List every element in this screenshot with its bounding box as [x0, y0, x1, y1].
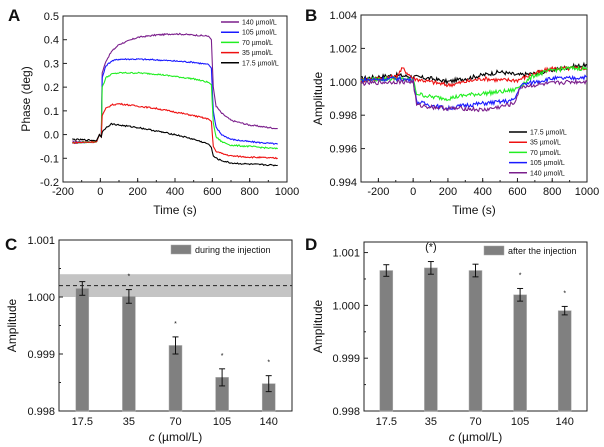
legend-label-D: after the injection: [508, 246, 577, 256]
y-tick-label-C: 0.998: [27, 406, 55, 418]
x-axis-label-D: c (µmol/L): [449, 430, 503, 444]
bar-C-2: [168, 345, 183, 412]
y-tick-label-B: 1.000: [329, 77, 357, 89]
y-tick-label-A: -0.1: [40, 153, 59, 165]
significance-mark-C-1: *: [128, 274, 131, 281]
x-tick-label-B: 200: [439, 186, 457, 198]
x-tick-label-C-0: 17.5: [72, 416, 93, 428]
y-tick-label-A: 0.1: [44, 106, 59, 118]
legend-swatch-C: [170, 244, 192, 255]
y-tick-label-D: 1.001: [332, 248, 360, 260]
y-tick-label-C: 0.999: [27, 349, 55, 361]
reference-band-C: [60, 274, 291, 297]
significance-mark-D-4: *: [563, 290, 566, 297]
y-tick-label-B: 1.004: [329, 10, 357, 22]
x-tick-label-B: 1000: [575, 186, 599, 198]
x-tick-label-C-3: 105: [213, 416, 231, 428]
y-axis-label-B: Amplitude: [311, 72, 325, 126]
bar-D-4: [557, 310, 572, 412]
y-tick-label-B: 1.002: [329, 43, 357, 55]
y-tick-label-C: 1.000: [27, 292, 55, 304]
x-tick-label-B: 800: [543, 186, 561, 198]
y-tick-label-C: 1.001: [27, 235, 55, 247]
x-tick-label-A: 0: [97, 186, 103, 198]
y-tick-label-A: 0.4: [44, 35, 59, 47]
panel-label-D: D: [305, 235, 317, 254]
y-axis-label-D: Amplitude: [311, 300, 325, 354]
y-axis-label-A: Phase (deg): [19, 66, 33, 131]
x-tick-label-A: 400: [166, 186, 184, 198]
legend-label-A-4: 17.5 µmol/L: [242, 60, 279, 67]
x-tick-label-A: 800: [240, 186, 258, 198]
y-tick-label-D: 1.000: [332, 300, 360, 312]
bar-C-1: [122, 296, 136, 412]
significance-mark-D-3: *: [519, 272, 522, 279]
bar-D-3: [513, 294, 527, 412]
legend-label-B-1: 35 µmol/L: [530, 140, 561, 147]
y-tick-label-B: 0.996: [329, 144, 357, 156]
bar-C-0: [75, 288, 90, 412]
significance-mark-C-3: *: [221, 353, 224, 360]
legend-swatch-D: [483, 245, 505, 256]
series-line-B-4: [360, 78, 588, 113]
x-tick-label-C-1: 35: [123, 416, 135, 428]
legend-label-A-0: 140 µmol/L: [242, 20, 277, 27]
x-tick-label-A: -200: [52, 186, 74, 198]
legend-label-C: during the injection: [195, 245, 271, 255]
x-tick-label-B: 0: [410, 186, 416, 198]
bar-D-1: [424, 267, 438, 412]
legend-label-A-2: 70 µmol/L: [242, 40, 273, 47]
significance-mark-C-4: *: [267, 360, 270, 367]
x-tick-label-C-4: 140: [260, 416, 278, 428]
bar-D-0: [379, 270, 394, 412]
y-axis-label-C: Amplitude: [5, 299, 19, 353]
panel-label-A: A: [8, 6, 20, 25]
x-axis-label-A: Time (s): [153, 203, 197, 217]
x-axis-label-C: c (µmol/L): [149, 430, 203, 444]
y-tick-label-D: 0.999: [332, 353, 360, 365]
x-tick-label-B: 400: [474, 186, 492, 198]
plot-frame-B: [360, 14, 588, 183]
legend-label-B-2: 70 µmol/L: [530, 150, 561, 157]
y-tick-label-A: 0.0: [44, 130, 59, 142]
legend-label-A-3: 35 µmol/L: [242, 50, 273, 57]
x-tick-label-A: 600: [203, 186, 221, 198]
y-tick-label-A: 0.2: [44, 82, 59, 94]
series-line-B-3: [360, 74, 588, 112]
x-tick-label-D-4: 140: [556, 416, 574, 428]
x-tick-label-D-3: 105: [511, 416, 529, 428]
legend-label-B-0: 17.5 µmol/L: [530, 130, 567, 137]
legend-label-A-1: 105 µmol/L: [242, 30, 277, 37]
y-tick-label-D: 0.998: [332, 406, 360, 418]
significance-mark-D-1: (*): [425, 242, 437, 254]
y-tick-label-A: -0.2: [40, 177, 59, 189]
y-tick-label-A: 0.5: [44, 11, 59, 23]
x-tick-label-B: 600: [508, 186, 526, 198]
y-tick-label-A: 0.3: [44, 58, 59, 70]
x-tick-label-A: 200: [128, 186, 146, 198]
series-line-A-1: [71, 57, 278, 146]
series-line-A-0: [72, 32, 278, 144]
panel-label-B: B: [305, 6, 317, 25]
y-tick-label-B: 0.994: [329, 177, 357, 189]
legend-label-B-3: 105 µmol/L: [530, 160, 565, 167]
x-tick-label-B: -200: [367, 186, 389, 198]
series-line-B-1: [360, 65, 588, 88]
series-line-A-3: [72, 102, 278, 160]
series-line-A-2: [72, 71, 279, 150]
y-tick-label-B: 0.998: [329, 110, 357, 122]
x-tick-label-D-0: 17.5: [376, 416, 397, 428]
x-tick-label-D-2: 70: [469, 416, 481, 428]
x-tick-label-C-2: 70: [169, 416, 181, 428]
panel-label-C: C: [5, 235, 17, 254]
series-line-A-4: [72, 122, 278, 167]
legend-label-B-4: 140 µmol/L: [530, 170, 565, 177]
x-tick-label-D-1: 35: [425, 416, 437, 428]
x-axis-label-B: Time (s): [452, 203, 496, 217]
significance-mark-C-2: *: [174, 321, 177, 328]
bar-D-2: [468, 270, 483, 412]
x-tick-label-A: 1000: [275, 186, 299, 198]
